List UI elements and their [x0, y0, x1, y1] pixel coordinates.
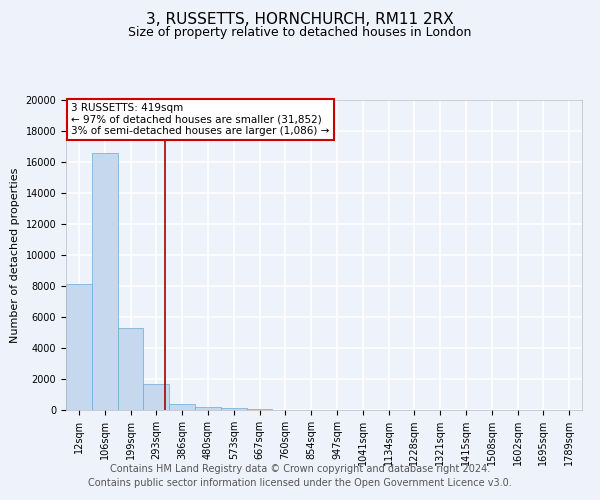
Text: Size of property relative to detached houses in London: Size of property relative to detached ho… — [128, 26, 472, 39]
Bar — [169, 404, 195, 410]
Bar — [66, 284, 92, 410]
Y-axis label: Number of detached properties: Number of detached properties — [10, 168, 20, 342]
Text: 3 RUSSETTS: 419sqm
← 97% of detached houses are smaller (31,852)
3% of semi-deta: 3 RUSSETTS: 419sqm ← 97% of detached hou… — [71, 103, 329, 136]
Bar — [221, 408, 247, 410]
Text: 3, RUSSETTS, HORNCHURCH, RM11 2RX: 3, RUSSETTS, HORNCHURCH, RM11 2RX — [146, 12, 454, 28]
Bar — [195, 407, 221, 410]
Bar — [247, 409, 272, 410]
Text: Contains HM Land Registry data © Crown copyright and database right 2024.
Contai: Contains HM Land Registry data © Crown c… — [88, 464, 512, 487]
Bar — [92, 152, 118, 410]
Bar — [143, 384, 169, 410]
Bar — [118, 328, 143, 410]
